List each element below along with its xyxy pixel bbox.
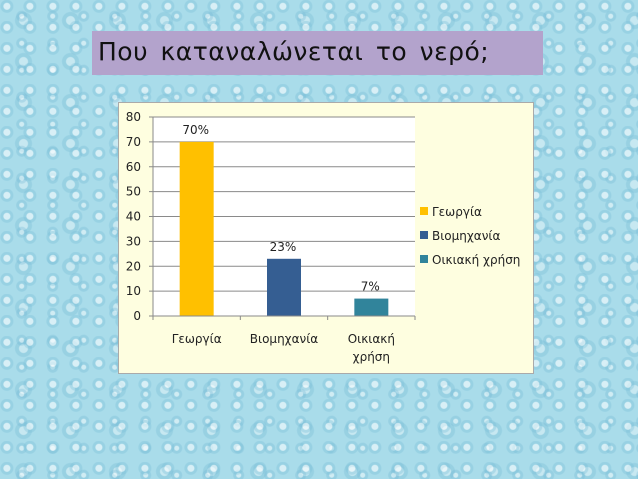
legend-label-3: Οικιακή χρήση bbox=[432, 253, 520, 267]
y-tick-label: 10 bbox=[126, 284, 141, 298]
bar-1 bbox=[179, 141, 214, 316]
data-label-1: 70% bbox=[182, 123, 209, 137]
y-tick-label: 80 bbox=[126, 110, 141, 124]
x-tick-label-3: χρήση bbox=[353, 350, 390, 364]
slide-title: Που καταναλώνεται το νερό; bbox=[98, 37, 490, 66]
y-tick-label: 70 bbox=[126, 135, 141, 149]
y-tick-label: 50 bbox=[126, 185, 141, 199]
x-tick-label-3: Οικιακή bbox=[348, 332, 395, 346]
legend-swatch-3 bbox=[420, 255, 428, 263]
y-tick-label: 60 bbox=[126, 160, 141, 174]
data-label-2: 23% bbox=[270, 240, 297, 254]
bar-3 bbox=[354, 298, 389, 316]
y-tick-label: 0 bbox=[133, 309, 141, 323]
legend-label-1: Γεωργία bbox=[432, 205, 482, 219]
title-bar: Που καταναλώνεται το νερό; bbox=[92, 31, 543, 75]
x-tick-label-1: Γεωργία bbox=[172, 332, 222, 346]
y-tick-label: 20 bbox=[126, 259, 141, 273]
legend-swatch-2 bbox=[420, 231, 428, 239]
data-label-3: 7% bbox=[361, 280, 380, 294]
legend-label-2: Βιομηχανία bbox=[432, 229, 500, 243]
bar-2 bbox=[267, 258, 301, 316]
y-tick-label: 30 bbox=[126, 234, 141, 248]
legend-swatch-1 bbox=[420, 207, 428, 215]
y-tick-label: 40 bbox=[126, 210, 141, 224]
x-tick-label-2: Βιομηχανία bbox=[250, 332, 318, 346]
